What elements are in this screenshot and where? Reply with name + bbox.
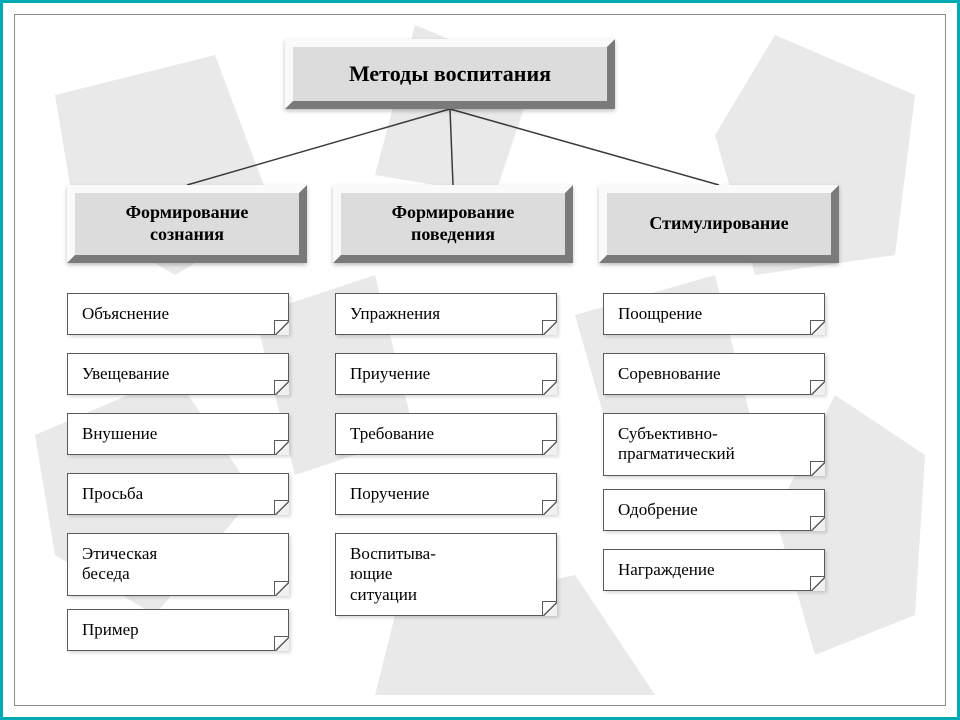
note-c3-3-label: Субъективно-прагматический bbox=[618, 424, 735, 463]
note-c1-3: Внушение bbox=[67, 413, 289, 455]
note-c2-3-label: Требование bbox=[350, 424, 434, 443]
note-c2-5-label: Воспитыва-ющиеситуации bbox=[350, 544, 436, 604]
category-node-1-label: Формированиесознания bbox=[126, 202, 249, 245]
note-c3-1-label: Поощрение bbox=[618, 304, 702, 323]
category-node-2-label: Формированиеповедения bbox=[392, 202, 515, 245]
note-c2-4-label: Поручение bbox=[350, 484, 429, 503]
note-c1-2-label: Увещевание bbox=[82, 364, 169, 383]
note-c1-1-label: Объяснение bbox=[82, 304, 169, 323]
note-c1-3-label: Внушение bbox=[82, 424, 157, 443]
note-c3-1: Поощрение bbox=[603, 293, 825, 335]
note-c3-3: Субъективно-прагматический bbox=[603, 413, 825, 476]
note-c1-1: Объяснение bbox=[67, 293, 289, 335]
note-c2-5: Воспитыва-ющиеситуации bbox=[335, 533, 557, 616]
note-c2-1: Упражнения bbox=[335, 293, 557, 335]
note-c1-4-label: Просьба bbox=[82, 484, 143, 503]
note-c3-5-label: Награждение bbox=[618, 560, 715, 579]
root-node: Методы воспитания bbox=[285, 39, 615, 109]
note-c2-1-label: Упражнения bbox=[350, 304, 440, 323]
note-c1-4: Просьба bbox=[67, 473, 289, 515]
note-c1-5-label: Этическаябеседа bbox=[82, 544, 157, 583]
note-c3-2-label: Соревнование bbox=[618, 364, 721, 383]
note-c1-6-label: Пример bbox=[82, 620, 139, 639]
note-c3-2: Соревнование bbox=[603, 353, 825, 395]
diagram-content: Методы воспитания Формированиесознания Фор… bbox=[15, 15, 945, 705]
note-c3-4: Одобрение bbox=[603, 489, 825, 531]
note-c1-6: Пример bbox=[67, 609, 289, 651]
category-node-3-label: Стимулирование bbox=[649, 213, 788, 235]
category-node-3: Стимулирование bbox=[599, 185, 839, 263]
note-c2-4: Поручение bbox=[335, 473, 557, 515]
note-c1-5: Этическаябеседа bbox=[67, 533, 289, 596]
note-c3-5: Награждение bbox=[603, 549, 825, 591]
category-node-1: Формированиесознания bbox=[67, 185, 307, 263]
note-c1-2: Увещевание bbox=[67, 353, 289, 395]
note-c2-2: Приучение bbox=[335, 353, 557, 395]
note-c2-2-label: Приучение bbox=[350, 364, 430, 383]
diagram-canvas: Методы воспитания Формированиесознания Фор… bbox=[14, 14, 946, 706]
note-c2-3: Требование bbox=[335, 413, 557, 455]
root-node-label: Методы воспитания bbox=[349, 61, 551, 87]
note-c3-4-label: Одобрение bbox=[618, 500, 698, 519]
category-node-2: Формированиеповедения bbox=[333, 185, 573, 263]
